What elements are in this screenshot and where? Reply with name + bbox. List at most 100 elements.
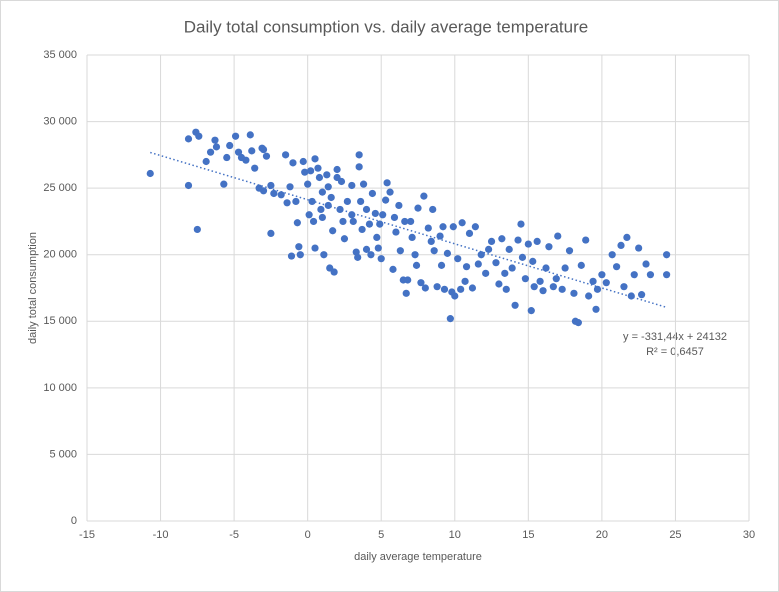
data-point [554, 232, 562, 240]
data-point [368, 189, 376, 198]
y-tick-label: 35 000 [43, 49, 77, 61]
data-point [487, 237, 496, 245]
data-point [318, 213, 326, 222]
y-tick-label: 25 000 [43, 182, 77, 194]
data-point [296, 251, 304, 259]
data-point [337, 177, 346, 186]
data-point [501, 269, 509, 277]
data-point [577, 261, 585, 269]
data-point [536, 277, 544, 285]
data-point [287, 252, 296, 260]
data-point [392, 228, 400, 236]
data-point [292, 197, 300, 206]
data-point [420, 192, 428, 200]
data-point [585, 292, 593, 300]
data-point [324, 201, 332, 210]
data-point [521, 275, 529, 283]
data-point [417, 279, 425, 287]
data-point [461, 277, 469, 285]
data-point [429, 205, 437, 214]
data-point [184, 135, 193, 143]
x-tick-label: 15 [522, 529, 534, 541]
data-point [620, 283, 628, 291]
data-point [373, 233, 381, 242]
data-point [304, 180, 312, 188]
data-point [549, 283, 557, 291]
data-point [517, 220, 525, 228]
data-point [524, 240, 532, 248]
data-point [195, 132, 203, 140]
data-point [259, 145, 268, 154]
data-point [443, 249, 452, 257]
data-point [582, 236, 590, 244]
data-point [386, 188, 394, 196]
data-point [293, 219, 301, 227]
data-point [286, 183, 294, 191]
data-point [382, 196, 390, 204]
chart-title: Daily total consumption vs. daily averag… [184, 17, 588, 36]
data-point [377, 255, 385, 263]
data-point [348, 181, 356, 190]
data-point [468, 284, 477, 292]
data-point [289, 159, 297, 167]
data-point [465, 229, 474, 238]
x-tick-label: -5 [229, 529, 239, 541]
data-point [246, 131, 254, 139]
data-point [248, 147, 256, 155]
data-point [527, 307, 535, 315]
data-point [146, 169, 154, 178]
data-point [589, 277, 597, 285]
data-point [646, 271, 655, 279]
data-point [262, 152, 271, 160]
data-point [389, 265, 397, 273]
data-point [424, 224, 432, 232]
data-point [402, 289, 410, 297]
data-point [492, 259, 500, 267]
data-point [539, 287, 547, 295]
data-point [259, 187, 268, 195]
y-tick-label: 5 000 [49, 448, 77, 460]
data-point [627, 292, 635, 300]
data-point [505, 245, 513, 253]
data-point [309, 217, 318, 226]
data-point [390, 213, 399, 222]
data-point [638, 291, 646, 299]
data-point [202, 157, 210, 166]
data-point [226, 141, 234, 150]
data-point [635, 244, 643, 252]
data-point [333, 165, 341, 174]
data-point [270, 189, 278, 198]
data-point [642, 260, 650, 268]
data-point [348, 211, 356, 219]
data-point [359, 180, 368, 188]
data-point [323, 171, 331, 179]
data-point [311, 244, 319, 252]
data-point [401, 217, 409, 226]
data-point [231, 132, 240, 140]
data-point [282, 151, 290, 159]
data-point [558, 285, 566, 293]
x-tick-label: 30 [743, 529, 755, 541]
data-point [211, 136, 219, 144]
data-point [362, 205, 371, 214]
data-point [404, 276, 412, 284]
x-tick-label: 10 [449, 529, 461, 541]
data-point [374, 244, 382, 252]
y-tick-label: 20 000 [43, 249, 77, 261]
data-point [511, 301, 519, 309]
x-tick-label: 20 [596, 529, 608, 541]
data-point [339, 217, 347, 226]
data-point [320, 251, 328, 259]
data-point [502, 285, 510, 293]
data-point [184, 181, 193, 190]
data-point [545, 243, 553, 251]
data-point [542, 264, 550, 272]
x-tick-label: 25 [669, 529, 681, 541]
data-point [305, 211, 313, 219]
data-point [354, 253, 362, 261]
data-point [561, 264, 569, 272]
x-tick-label: 5 [378, 529, 384, 541]
data-point [327, 193, 335, 202]
data-point [358, 225, 366, 234]
